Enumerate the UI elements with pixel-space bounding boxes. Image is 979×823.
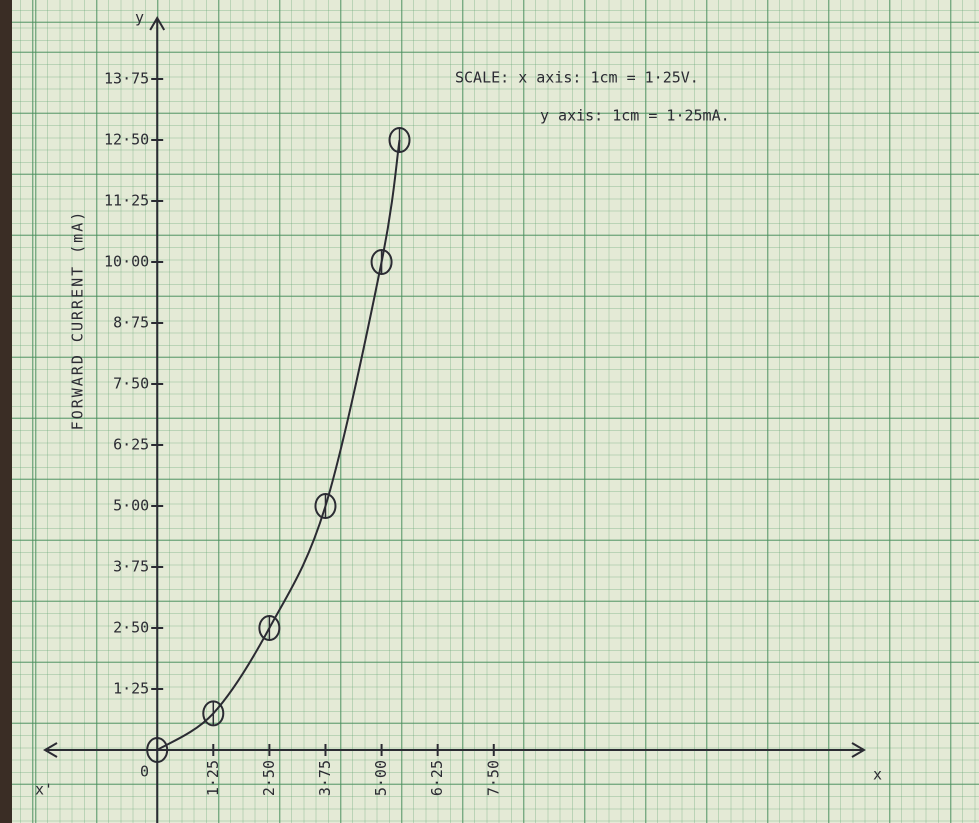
x-tick-label: 2·50 <box>260 760 278 796</box>
y-axis-label: FORWARD CURRENT (mA) <box>69 210 87 431</box>
y-tick-label: 8·75 <box>113 314 149 332</box>
y-tick-label: 13·75 <box>104 70 149 88</box>
scale-note: y axis: 1cm = 1·25mA. <box>540 107 730 125</box>
x-tick-label: 6·25 <box>428 760 446 796</box>
x-tick-label: 7·50 <box>484 760 502 796</box>
y-tick-label: 5·00 <box>113 497 149 515</box>
y-tick-label: 3·75 <box>113 558 149 576</box>
y-tick-label: 1·25 <box>113 680 149 698</box>
x-axis-letter: x <box>873 766 882 784</box>
scale-note: SCALE: x axis: 1cm = 1·25V. <box>455 69 699 87</box>
y-tick-label: 2·50 <box>113 619 149 637</box>
x-axis-neg-letter: x' <box>35 781 53 799</box>
y-tick-label: 10·00 <box>104 253 149 271</box>
curve <box>156 139 401 751</box>
y-tick-label: 11·25 <box>104 192 149 210</box>
arrow <box>851 742 866 758</box>
arrow <box>149 16 166 31</box>
y-axis-letter: y <box>135 9 144 27</box>
x-tick-label: 5·00 <box>372 760 390 796</box>
x-tick-label: 3·75 <box>316 760 334 796</box>
y-tick-label: 6·25 <box>113 436 149 454</box>
origin-label: 0 <box>140 763 149 781</box>
y-tick-label: 7·50 <box>113 375 149 393</box>
x-tick-label: 1·25 <box>204 760 222 796</box>
arrow <box>43 742 58 758</box>
y-tick-label: 12·50 <box>104 131 149 149</box>
